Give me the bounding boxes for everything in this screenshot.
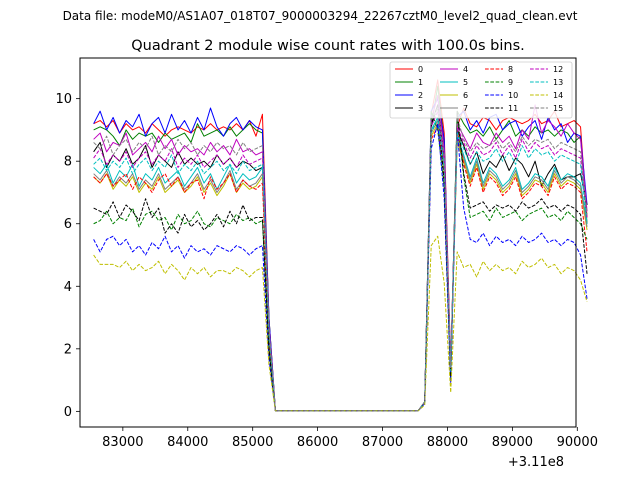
- chart-title: Quadrant 2 module wise count rates with …: [131, 38, 525, 54]
- legend-label-4: 4: [463, 65, 468, 74]
- series-line-12: [93, 110, 588, 412]
- legend-label-10: 10: [508, 91, 518, 100]
- legend-label-13: 13: [553, 78, 563, 87]
- legend-box: [389, 61, 573, 119]
- series-line-11: [93, 104, 588, 412]
- legend-label-3: 3: [418, 104, 423, 113]
- legend-label-15: 15: [553, 104, 563, 113]
- series-line-10: [93, 123, 588, 412]
- legend-label-6: 6: [463, 91, 468, 100]
- legend-label-11: 11: [508, 104, 518, 113]
- y-axis: 0 2 4 6 8 10: [55, 92, 80, 420]
- series-line-8: [93, 126, 588, 412]
- legend-label-1: 1: [418, 78, 423, 87]
- legend-label-7: 7: [463, 104, 468, 113]
- series-line-1: [93, 85, 588, 412]
- legend-label-9: 9: [508, 78, 513, 87]
- x-tick-label: 86000: [297, 435, 338, 450]
- series-line-6: [93, 123, 588, 412]
- y-tick-label: 6: [64, 217, 72, 232]
- series-line-9: [93, 110, 588, 412]
- x-tick-label: 83000: [102, 435, 143, 450]
- series-line-3: [93, 104, 588, 412]
- legend-label-14: 14: [553, 91, 563, 100]
- x-tick-label: 87000: [362, 435, 403, 450]
- plot-frame: [79, 57, 577, 428]
- x-tick-label: 85000: [232, 435, 273, 450]
- y-tick-label: 0: [64, 405, 72, 420]
- x-tick-label: 84000: [167, 435, 208, 450]
- x-axis: 83000 84000 85000 86000 87000 88000 89000 90000: [102, 427, 598, 450]
- series-line-14: [93, 235, 588, 412]
- legend-label-8: 8: [508, 65, 513, 74]
- series-layer: [93, 79, 588, 412]
- x-tick-label: 88000: [427, 435, 468, 450]
- legend-label-2: 2: [418, 91, 423, 100]
- series-line-4: [93, 95, 588, 412]
- x-tick-label: 90000: [557, 435, 598, 450]
- legend-label-12: 12: [553, 65, 563, 74]
- y-tick-label: 10: [55, 92, 72, 107]
- legend-label-0: 0: [418, 65, 423, 74]
- y-tick-label: 4: [64, 280, 72, 295]
- suptitle: Data file: modeM0/AS1A07_018T07_90000032…: [63, 9, 578, 23]
- legend-label-5: 5: [463, 78, 468, 87]
- y-tick-label: 8: [64, 155, 72, 170]
- x-offset-label: +3.11e8: [508, 455, 564, 470]
- series-line-13: [93, 116, 588, 412]
- y-tick-label: 2: [64, 342, 72, 357]
- x-tick-label: 89000: [492, 435, 533, 450]
- series-line-15: [93, 107, 588, 412]
